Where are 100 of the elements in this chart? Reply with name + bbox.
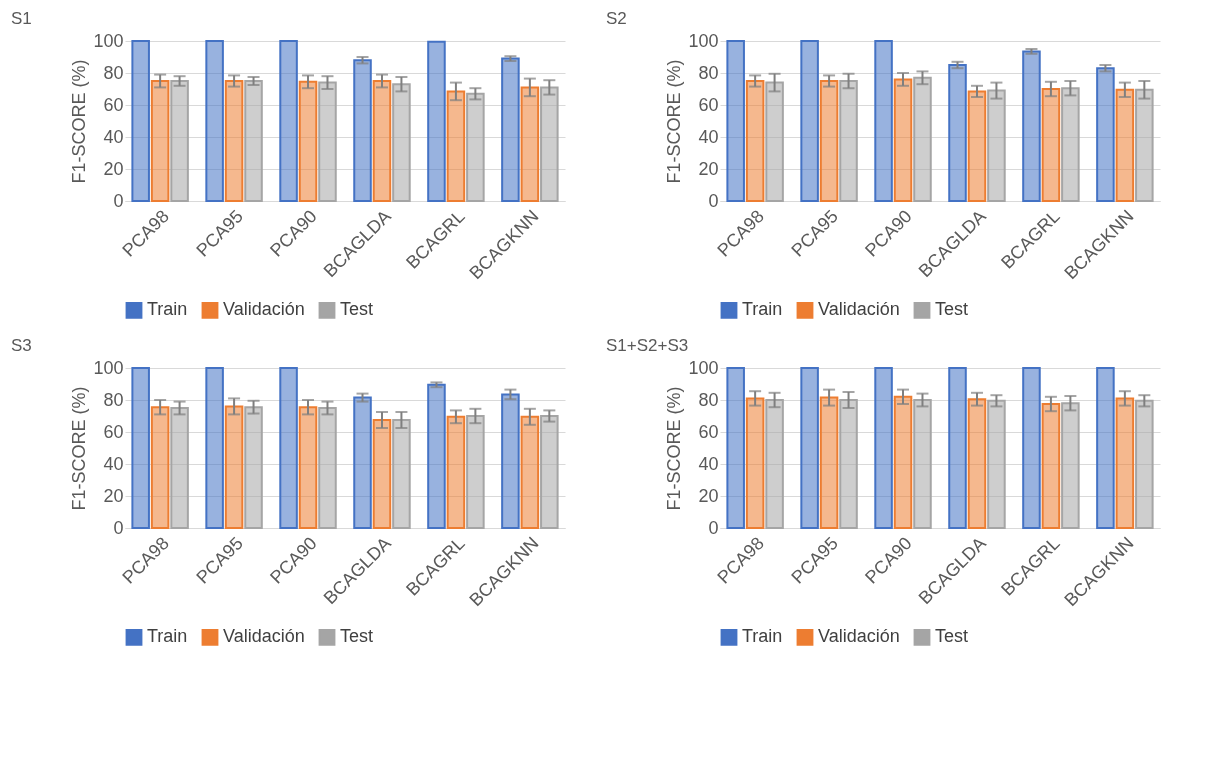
y-axis-title: F1-SCORE (%): [69, 386, 90, 511]
bar: [800, 367, 819, 529]
bar: [501, 57, 520, 202]
bar: [150, 406, 170, 529]
y-tick-label: 60: [698, 421, 719, 442]
bar: [372, 80, 392, 202]
legend-label: Test: [935, 626, 969, 647]
y-tick-label: 40: [103, 453, 124, 474]
y-tick-label: 100: [688, 357, 719, 378]
y-tick-label: 20: [103, 485, 124, 506]
y-tick-label: 20: [698, 158, 719, 179]
legend-label: Test: [340, 626, 374, 647]
bar: [1022, 50, 1041, 202]
legend-label: Validación: [223, 299, 305, 320]
bar: [1022, 367, 1041, 529]
bar: [372, 419, 392, 529]
bar: [279, 367, 298, 529]
y-tick-label: 100: [93, 357, 124, 378]
bar: [1096, 367, 1115, 529]
bar: [244, 406, 263, 529]
bar: [392, 83, 411, 202]
bar: [298, 80, 318, 202]
bar: [1115, 88, 1135, 202]
y-axis-title: F1-SCORE (%): [664, 386, 685, 511]
bar: [913, 399, 932, 529]
bar: [392, 419, 411, 529]
chart-title: S3: [10, 336, 32, 355]
bar: [520, 86, 540, 202]
y-tick-label: 40: [103, 126, 124, 147]
legend-label: Train: [742, 299, 783, 320]
bar: [318, 407, 337, 529]
bar: [540, 86, 559, 202]
bar: [1061, 402, 1080, 529]
legend-label: Validación: [818, 299, 900, 320]
y-tick-label: 0: [113, 190, 124, 211]
bar: [893, 78, 913, 202]
legend-label: Validación: [223, 626, 305, 647]
bar: [131, 40, 150, 202]
bar: [131, 367, 150, 529]
bar: [726, 367, 745, 529]
y-tick-label: 80: [698, 389, 719, 410]
bar: [987, 89, 1006, 202]
y-tick-label: 40: [698, 453, 719, 474]
bar: [726, 40, 745, 202]
bar: [819, 80, 839, 202]
bar: [170, 407, 189, 529]
bar: [765, 399, 784, 529]
bar: [745, 80, 765, 202]
bar: [839, 399, 858, 529]
bar: [1135, 88, 1154, 202]
legend-label: Train: [147, 626, 188, 647]
y-tick-label: 60: [698, 94, 719, 115]
y-tick-label: 60: [103, 421, 124, 442]
bar: [1041, 88, 1061, 202]
bar: [1041, 403, 1061, 529]
bar: [1115, 397, 1135, 529]
y-axis-title: F1-SCORE (%): [664, 59, 685, 184]
bar: [520, 415, 540, 529]
y-tick-label: 80: [103, 389, 124, 410]
bar: [540, 415, 559, 529]
bar: [298, 406, 318, 529]
bar: [967, 90, 987, 202]
bar: [427, 383, 446, 529]
y-tick-label: 80: [103, 62, 124, 83]
bar: [819, 396, 839, 529]
y-tick-label: 100: [688, 30, 719, 51]
legend-label: Train: [147, 299, 188, 320]
bar: [893, 395, 913, 529]
y-tick-label: 0: [113, 517, 124, 538]
chart-title: S1+S2+S3: [605, 336, 689, 355]
bar: [224, 405, 244, 529]
y-tick-label: 0: [708, 517, 719, 538]
legend-label: Validación: [818, 626, 900, 647]
bar: [279, 40, 298, 202]
bar: [913, 76, 932, 202]
legend-label: Test: [340, 299, 374, 320]
y-tick-label: 0: [708, 190, 719, 211]
legend-label: Test: [935, 299, 969, 320]
y-axis-title: F1-SCORE (%): [69, 59, 90, 184]
bar: [765, 81, 784, 202]
bar: [745, 397, 765, 529]
bar: [205, 367, 224, 529]
bar: [150, 80, 170, 202]
bar: [446, 90, 466, 202]
chart-title: S1: [10, 9, 32, 28]
chart-title: S2: [605, 9, 627, 28]
bar: [874, 40, 893, 202]
y-tick-label: 20: [698, 485, 719, 506]
bar: [318, 81, 337, 202]
bar: [839, 80, 858, 202]
y-tick-label: 80: [698, 62, 719, 83]
bar: [224, 80, 244, 202]
bar: [874, 367, 893, 529]
bar: [800, 40, 819, 202]
bar: [466, 415, 485, 529]
legend-label: Train: [742, 626, 783, 647]
bar: [427, 40, 446, 202]
y-tick-label: 40: [698, 126, 719, 147]
bar: [205, 40, 224, 202]
y-tick-label: 20: [103, 158, 124, 179]
